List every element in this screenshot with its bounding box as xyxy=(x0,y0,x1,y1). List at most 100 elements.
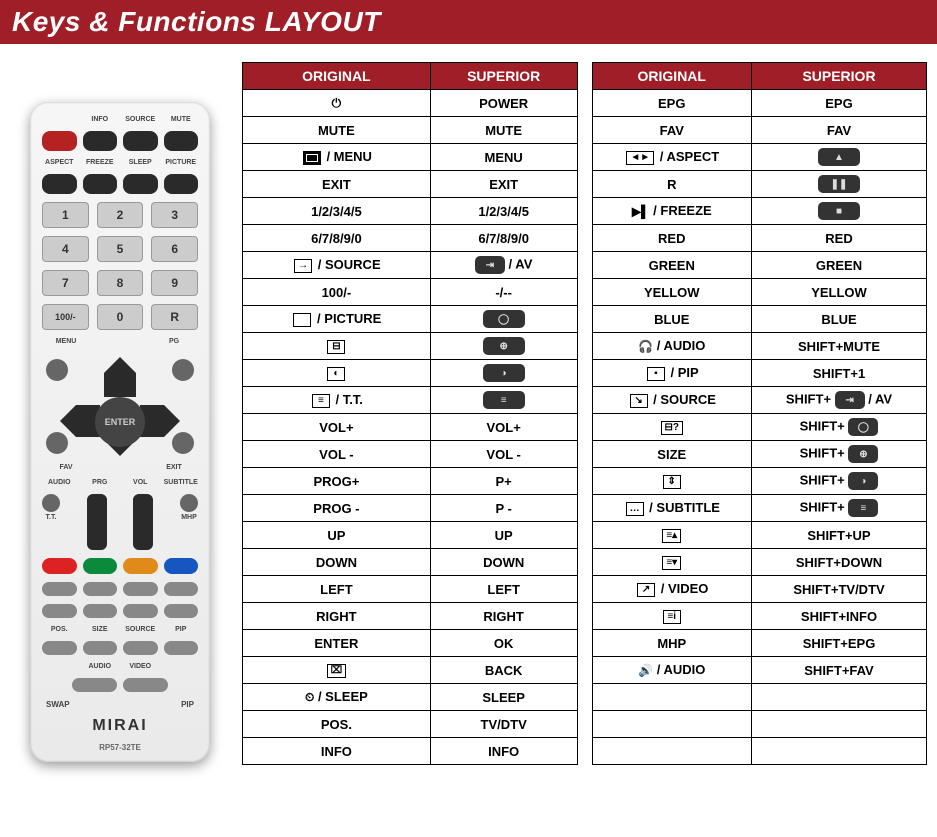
table-row: BLUEBLUE xyxy=(592,306,927,333)
cell-original: VOL+ xyxy=(243,414,431,441)
cell-superior: SHIFT+ ⊕ xyxy=(752,441,927,468)
cell-superior xyxy=(752,684,927,711)
cell-superior: EPG xyxy=(752,90,927,117)
table-row: 🔊 / AUDIOSHIFT+FAV xyxy=(592,657,927,684)
cell-original: DOWN xyxy=(243,549,431,576)
table-row: ≡▾SHIFT+DOWN xyxy=(592,549,927,576)
table-row xyxy=(592,684,927,711)
cell-superior: BLUE xyxy=(752,306,927,333)
table-row: ▪ / PIPSHIFT+1 xyxy=(592,360,927,387)
table-row: R❚❚ xyxy=(592,171,927,198)
cell-superior: FAV xyxy=(752,117,927,144)
table-row: VOL+VOL+ xyxy=(243,414,578,441)
cell-superior: SHIFT+MUTE xyxy=(752,333,927,360)
keys-table-2: ORIGINAL SUPERIOR EPGEPGFAVFAV◄► / ASPEC… xyxy=(592,62,928,765)
table-row: 1/2/3/4/51/2/3/4/5 xyxy=(243,198,578,225)
cell-superior: VOL - xyxy=(430,441,577,468)
cell-superior: SHIFT+EPG xyxy=(752,630,927,657)
cell-superior: DOWN xyxy=(430,549,577,576)
cell-original: BLUE xyxy=(592,306,752,333)
cell-superior: SHIFT+ ◯ xyxy=(752,414,927,441)
cell-superior: MENU xyxy=(430,144,577,171)
cell-original: / PICTURE xyxy=(243,306,431,333)
cell-superior: ❚❚ xyxy=(752,171,927,198)
cell-superior: ▲ xyxy=(752,144,927,171)
cell-original: ⏲ / SLEEP xyxy=(243,684,431,711)
cell-original: R xyxy=(592,171,752,198)
table-row: ≡ / T.T.≡ xyxy=(243,387,578,414)
cell-superior xyxy=(752,738,927,765)
cell-original: YELLOW xyxy=(592,279,752,306)
col-original: ORIGINAL xyxy=(592,63,752,90)
cell-superior: 6/7/8/9/0 xyxy=(430,225,577,252)
cell-superior: SHIFT+INFO xyxy=(752,603,927,630)
table-row: … / SUBTITLESHIFT+ ≡ xyxy=(592,495,927,522)
cell-original: 1/2/3/4/5 xyxy=(243,198,431,225)
page-header: Keys & Functions LAYOUT xyxy=(0,0,937,44)
cell-superior: -/-- xyxy=(430,279,577,306)
cell-original: 100/- xyxy=(243,279,431,306)
cell-original: INFO xyxy=(243,738,431,765)
cell-superior: ⇥ / AV xyxy=(430,252,577,279)
model-label: RP57-32TE xyxy=(42,743,198,752)
cell-original: ↗ / VIDEO xyxy=(592,576,752,603)
cell-original: LEFT xyxy=(243,576,431,603)
table-row: ⊟⊕ xyxy=(243,333,578,360)
table-row: PROG+P+ xyxy=(243,468,578,495)
cell-superior: RED xyxy=(752,225,927,252)
table-row: ⏻POWER xyxy=(243,90,578,117)
cell-superior: SHIFT+ ≡ xyxy=(752,495,927,522)
cell-original: RIGHT xyxy=(243,603,431,630)
table-row: ≡iSHIFT+INFO xyxy=(592,603,927,630)
power-button-icon xyxy=(42,131,77,151)
main-layout: INFOSOURCEMUTE ASPECTFREEZESLEEPPICTURE … xyxy=(0,44,937,775)
cell-original: ↘ / SOURCE xyxy=(592,387,752,414)
cell-original: 6/7/8/9/0 xyxy=(243,225,431,252)
table-row: ENTEROK xyxy=(243,630,578,657)
cell-original: PROG - xyxy=(243,495,431,522)
table-row: ⌧BACK xyxy=(243,657,578,684)
cell-superior: SLEEP xyxy=(430,684,577,711)
table-row: ⊟?SHIFT+ ◯ xyxy=(592,414,927,441)
table-row: ↘ / SOURCESHIFT+ ⇥ / AV xyxy=(592,387,927,414)
cell-superior: P - xyxy=(430,495,577,522)
cell-original: MHP xyxy=(592,630,752,657)
table-row xyxy=(592,711,927,738)
cell-original: ⊟ xyxy=(243,333,431,360)
cell-superior: ≡ xyxy=(430,387,577,414)
keys-table-1: ORIGINAL SUPERIOR ⏻POWERMUTEMUTE / MENUM… xyxy=(242,62,578,765)
cell-original: MUTE xyxy=(243,117,431,144)
cell-original: ▶▌ / FREEZE xyxy=(592,198,752,225)
cell-superior: SHIFT+ ◑ xyxy=(752,468,927,495)
table-row: GREENGREEN xyxy=(592,252,927,279)
table-row xyxy=(592,738,927,765)
remote-column: INFOSOURCEMUTE ASPECTFREEZESLEEPPICTURE … xyxy=(10,62,230,762)
cell-original: RED xyxy=(592,225,752,252)
cell-original: VOL - xyxy=(243,441,431,468)
col-superior: SUPERIOR xyxy=(752,63,927,90)
d-pad: ENTER xyxy=(42,357,198,456)
table-row: 100/--/-- xyxy=(243,279,578,306)
cell-superior: SHIFT+1 xyxy=(752,360,927,387)
table-row: MUTEMUTE xyxy=(243,117,578,144)
cell-superior: MUTE xyxy=(430,117,577,144)
cell-superior: 1/2/3/4/5 xyxy=(430,198,577,225)
cell-original: → / SOURCE xyxy=(243,252,431,279)
cell-superior: ⊕ xyxy=(430,333,577,360)
cell-original: EPG xyxy=(592,90,752,117)
cell-superior: SHIFT+FAV xyxy=(752,657,927,684)
tables-wrapper: ORIGINAL SUPERIOR ⏻POWERMUTEMUTE / MENUM… xyxy=(242,62,927,765)
cell-superior: INFO xyxy=(430,738,577,765)
cell-original: ≡ / T.T. xyxy=(243,387,431,414)
cell-original: 🔊 / AUDIO xyxy=(592,657,752,684)
cell-original: UP xyxy=(243,522,431,549)
cell-original: ⌧ xyxy=(243,657,431,684)
cell-original xyxy=(592,711,752,738)
cell-original: FAV xyxy=(592,117,752,144)
cell-superior: OK xyxy=(430,630,577,657)
cell-original xyxy=(592,684,752,711)
table-row: YELLOWYELLOW xyxy=(592,279,927,306)
table-row: / PICTURE◯ xyxy=(243,306,578,333)
cell-original: ◄► / ASPECT xyxy=(592,144,752,171)
table-row: VOL -VOL - xyxy=(243,441,578,468)
